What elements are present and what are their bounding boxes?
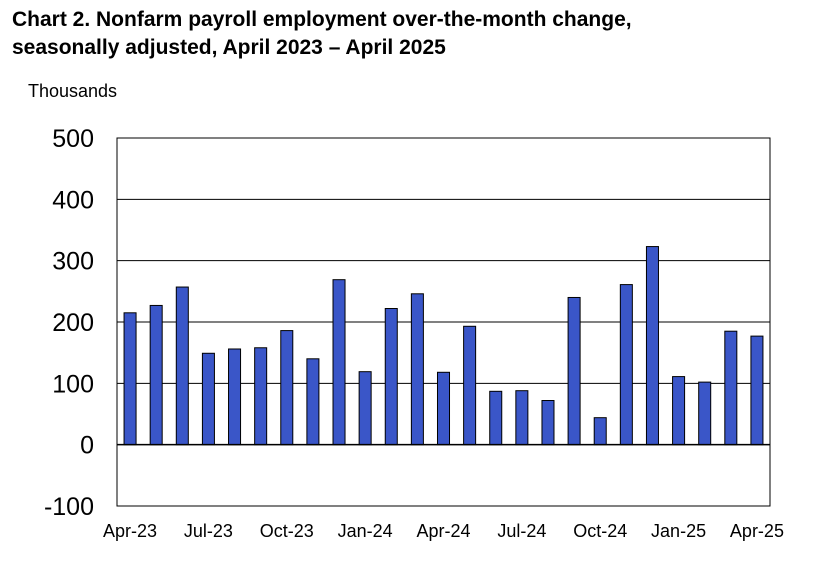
x-tick-label-3: Jan-24 — [338, 521, 393, 541]
x-tick-label-7: Jan-25 — [651, 521, 706, 541]
bar-Apr-23 — [123, 312, 137, 446]
chart-title-line-2: seasonally adjusted, April 2023 – April … — [12, 36, 446, 59]
bar-Feb-24 — [384, 308, 398, 446]
bar-Oct-23 — [280, 330, 294, 446]
y-tick-label-2: 300 — [52, 248, 94, 276]
y-axis-unit-label: Thousands — [28, 81, 118, 101]
bar-Jun-24 — [489, 390, 503, 446]
x-tick-label-5: Jul-24 — [497, 521, 546, 541]
bar-Jul-24 — [515, 390, 529, 446]
bar-Aug-24 — [541, 400, 555, 446]
x-tick-label-6: Oct-24 — [573, 521, 627, 541]
bar-Sep-23 — [254, 347, 268, 446]
bar-Apr-24 — [436, 371, 451, 446]
bar-Nov-23 — [306, 358, 320, 446]
y-axis-ticks: 500 400 300 200 100 0 -100 — [44, 125, 94, 521]
bar-Dec-24 — [645, 246, 659, 446]
bar-Jun-23 — [175, 286, 189, 446]
bar-May-24 — [463, 325, 477, 446]
bar-Nov-24 — [619, 284, 633, 446]
x-tick-label-1: Jul-23 — [184, 521, 233, 541]
bar-Oct-24 — [593, 417, 607, 446]
bar-May-23 — [149, 304, 163, 446]
bar-Dec-23 — [332, 279, 346, 446]
x-tick-label-4: Apr-24 — [416, 521, 470, 541]
bar-Jan-25 — [672, 376, 686, 446]
x-tick-label-8: Apr-25 — [730, 521, 784, 541]
bars — [123, 246, 764, 446]
bar-Feb-25 — [698, 381, 712, 446]
bar-Jul-23 — [201, 352, 215, 446]
y-tick-label-0: 500 — [52, 125, 94, 153]
bar-Sep-24 — [567, 296, 581, 446]
bar-Mar-24 — [410, 293, 424, 446]
y-tick-label-3: 200 — [52, 309, 94, 337]
y-tick-label-5: 0 — [80, 432, 94, 460]
bar-Aug-23 — [228, 348, 242, 446]
bar-Apr-25 — [750, 335, 764, 446]
bar-Mar-25 — [724, 330, 738, 446]
y-tick-label-6: -100 — [44, 493, 94, 521]
chart-title: Chart 2. Nonfarm payroll employment over… — [12, 6, 802, 62]
x-tick-label-2: Oct-23 — [260, 521, 314, 541]
plot-frame — [116, 137, 771, 507]
x-tick-label-0: Apr-23 — [103, 521, 157, 541]
chart-title-line-1: Chart 2. Nonfarm payroll employment over… — [12, 8, 632, 31]
bar-Jan-24 — [358, 371, 372, 446]
y-tick-label-1: 400 — [52, 186, 94, 214]
y-tick-label-4: 100 — [52, 370, 94, 398]
x-axis-ticks: Apr-23 Jul-23 Oct-23 Jan-24 Apr-24 Jul-24 Oct-… — [103, 521, 784, 541]
